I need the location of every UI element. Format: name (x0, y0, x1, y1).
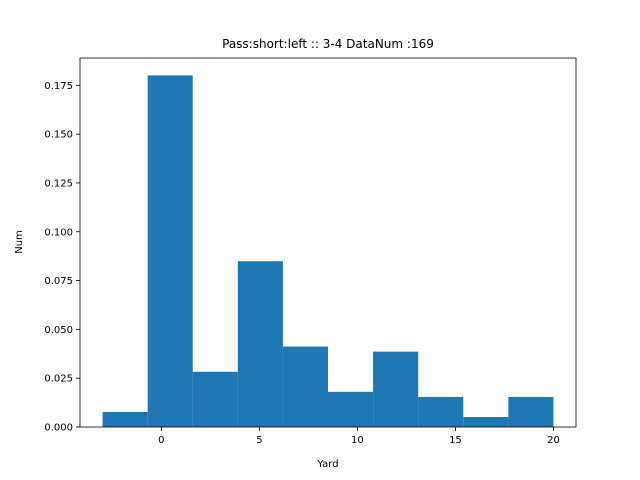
x-tick-label: 20 (547, 435, 560, 446)
histogram-bar (508, 396, 554, 427)
histogram-bar (282, 346, 328, 427)
chart-title: Pass:short:left :: 3-4 DataNum :169 (222, 37, 434, 51)
x-tick-label: 10 (351, 435, 364, 446)
y-tick-label: 0.050 (44, 325, 73, 336)
y-tick-label: 0.125 (44, 178, 73, 189)
histogram-bar (102, 411, 148, 427)
histogram-bar (147, 75, 193, 427)
histogram-bar (463, 417, 509, 427)
y-tick-label: 0.175 (44, 81, 73, 92)
x-tick-label: 0 (158, 435, 164, 446)
y-axis-ticks: 0.000 0.025 0.050 0.075 0.100 0.125 0.150 0.175 (44, 81, 80, 434)
y-tick-label: 0.075 (44, 276, 73, 287)
histogram-bar (237, 261, 283, 427)
histogram-bar (328, 391, 374, 427)
histogram-bar (192, 371, 238, 427)
x-tick-label: 5 (256, 435, 262, 446)
y-tick-label: 0.150 (44, 130, 73, 141)
x-tick-label: 15 (449, 435, 462, 446)
y-tick-label: 0.100 (44, 227, 73, 238)
histogram-bar (418, 396, 464, 427)
plot-frame (79, 57, 577, 428)
bars-group (102, 75, 554, 427)
x-axis-ticks: 0 5 10 15 20 (158, 427, 560, 446)
x-axis-label: Yard (316, 459, 338, 470)
y-axis-label: Num (14, 230, 25, 254)
y-tick-label: 0.025 (44, 374, 73, 385)
histogram-bar (373, 351, 419, 427)
y-tick-label: 0.000 (44, 423, 73, 434)
